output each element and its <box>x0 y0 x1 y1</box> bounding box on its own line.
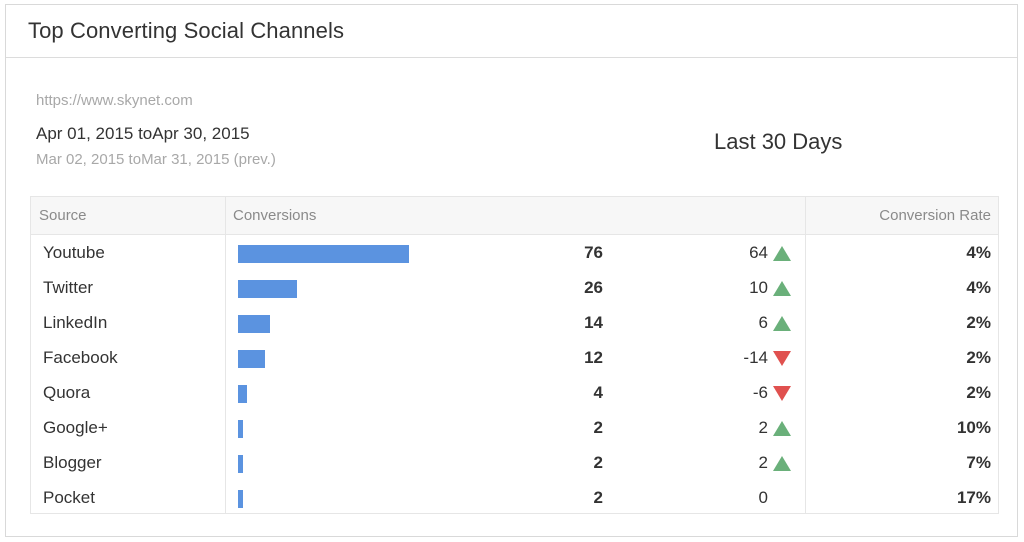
date-range: Apr 01, 2015 toApr 30, 2015 <box>36 124 250 143</box>
row-conversions: 4 <box>593 383 603 402</box>
conversion-bar <box>238 420 243 438</box>
row-conversion-rate: 17% <box>956 488 991 507</box>
conversion-bar <box>238 280 297 298</box>
row-conversion-rate: 4% <box>966 278 991 297</box>
row-source: Blogger <box>43 453 102 472</box>
channels-table: Source Conversions Conversion Rate Youtu… <box>30 196 999 514</box>
row-conversions: 12 <box>584 348 603 367</box>
row-conversions: 14 <box>584 313 603 332</box>
conversion-bar <box>238 490 243 508</box>
row-source: Twitter <box>43 278 94 297</box>
row-conversion-rate: 4% <box>966 243 991 262</box>
period-label: Last 30 Days <box>714 129 843 154</box>
triangle-up-icon <box>773 316 791 331</box>
triangle-up-icon <box>773 421 791 436</box>
triangle-up-icon <box>773 456 791 471</box>
row-source: Facebook <box>43 348 118 367</box>
table-row: Pocket 2 0 17% <box>31 480 998 515</box>
row-change: 2 <box>758 418 768 437</box>
header-source: Source <box>39 207 87 224</box>
conversion-bar <box>238 455 243 473</box>
triangle-down-icon <box>773 386 791 401</box>
row-source: Google+ <box>43 418 108 437</box>
row-conversion-rate: 7% <box>966 453 991 472</box>
row-change: 6 <box>758 313 768 332</box>
row-change: -6 <box>752 383 768 402</box>
column-divider <box>225 197 226 513</box>
table-row: Quora 4 -6 2% <box>31 375 998 410</box>
table-row: Facebook 12 -14 2% <box>31 340 998 375</box>
triangle-up-icon <box>773 246 791 261</box>
widget-title: Top Converting Social Channels <box>28 18 345 43</box>
row-conversion-rate: 2% <box>966 383 991 402</box>
widget-card: Top Converting Social Channels https://w… <box>5 4 1018 537</box>
row-conversions: 76 <box>584 243 603 262</box>
table-body: Youtube 76 64 4% Twitter 26 10 4% LinkedIn 14 6 2% F… <box>31 235 998 515</box>
row-conversion-rate: 2% <box>966 313 991 332</box>
previous-date-range: Mar 02, 2015 toMar 31, 2015 (prev.) <box>36 151 276 168</box>
row-change: 64 <box>749 243 768 262</box>
row-source: Quora <box>43 383 91 402</box>
row-conversions: 2 <box>593 418 603 437</box>
row-conversions: 26 <box>584 278 603 297</box>
table-row: Youtube 76 64 4% <box>31 235 998 270</box>
conversion-bar <box>238 385 247 403</box>
row-change: 0 <box>758 488 768 507</box>
conversion-bar <box>238 315 270 333</box>
row-change: -14 <box>743 348 768 367</box>
header-conversion-rate: Conversion Rate <box>879 207 991 224</box>
row-conversions: 2 <box>593 488 603 507</box>
conversion-bar <box>238 245 409 263</box>
triangle-up-icon <box>773 281 791 296</box>
row-change: 2 <box>758 453 768 472</box>
row-conversion-rate: 2% <box>966 348 991 367</box>
site-url: https://www.skynet.com <box>36 92 193 109</box>
row-change: 10 <box>749 278 768 297</box>
column-divider <box>805 197 806 513</box>
table-header: Source Conversions Conversion Rate <box>31 197 998 235</box>
row-conversion-rate: 10% <box>956 418 991 437</box>
widget-header: Top Converting Social Channels <box>6 5 1017 58</box>
row-source: Pocket <box>43 488 95 507</box>
row-source: LinkedIn <box>43 313 108 332</box>
table-row: LinkedIn 14 6 2% <box>31 305 998 340</box>
table-row: Blogger 2 2 7% <box>31 445 998 480</box>
row-source: Youtube <box>43 243 105 262</box>
table-row: Twitter 26 10 4% <box>31 270 998 305</box>
triangle-down-icon <box>773 351 791 366</box>
conversion-bar <box>238 350 265 368</box>
table-row: Google+ 2 2 10% <box>31 410 998 445</box>
header-conversions: Conversions <box>233 207 317 224</box>
row-conversions: 2 <box>593 453 603 472</box>
